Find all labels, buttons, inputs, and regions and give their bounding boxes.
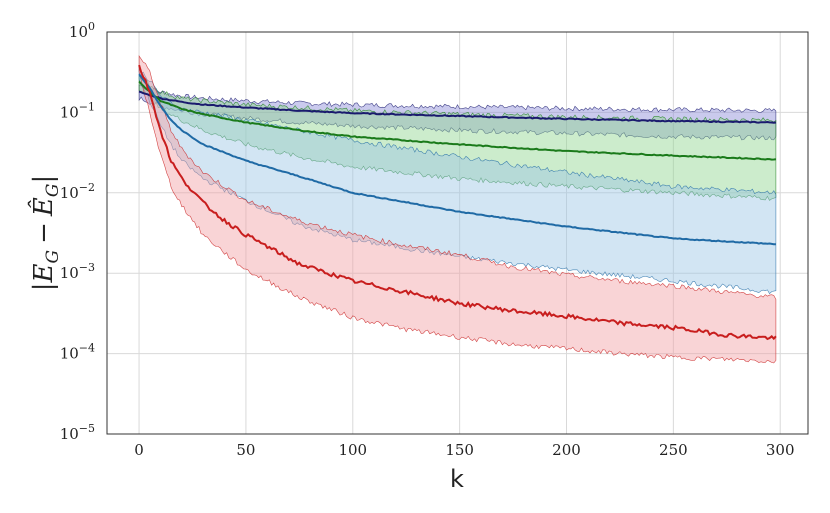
y-axis-label: |EG−ÊG| xyxy=(27,175,63,291)
ylabel-sub2: G xyxy=(43,184,63,198)
x-tick-label: 0 xyxy=(134,441,144,459)
series-lines xyxy=(138,64,777,341)
x-tick-label: 200 xyxy=(552,441,581,459)
x-tick-label: 150 xyxy=(445,441,474,459)
line-series-1 xyxy=(138,90,777,124)
x-tick-label: 100 xyxy=(338,441,367,459)
svg-text:|EG−ÊG|: |EG−ÊG| xyxy=(27,175,63,291)
line-series-4 xyxy=(138,64,777,341)
y-tick-label: 10−2 xyxy=(60,181,95,202)
ylabel-bar-right: | xyxy=(29,175,59,184)
ylabel-bar-left: | xyxy=(29,282,59,291)
plot-background xyxy=(107,32,808,434)
y-tick-label: 10−3 xyxy=(60,261,95,282)
y-tick-label: 10−5 xyxy=(60,422,95,443)
ylabel-minus: − xyxy=(29,222,59,244)
line-series-2 xyxy=(138,80,776,161)
y-tick-label: 10−4 xyxy=(60,342,95,363)
x-axis-label: k xyxy=(450,465,464,493)
line-series-3 xyxy=(138,73,776,246)
band-series-3 xyxy=(138,66,777,295)
x-tick-label: 300 xyxy=(766,441,795,459)
ylabel-e1: E xyxy=(29,263,59,283)
plot-frame xyxy=(106,31,809,435)
ylabel-e2: Ê xyxy=(27,197,59,217)
ylabel-sub1: G xyxy=(43,250,63,264)
y-tick-label: 10−1 xyxy=(60,100,95,121)
y-tick-label: 100 xyxy=(69,20,95,41)
x-tick-label: 250 xyxy=(659,441,688,459)
x-tick-label: 50 xyxy=(236,441,255,459)
confidence-bands xyxy=(138,55,777,364)
x-ticks: 0 50 100 150 200 250 300 xyxy=(134,441,794,459)
y-ticks: 100 10−1 10−2 10−3 10−4 10−5 xyxy=(60,20,95,443)
band-series-4 xyxy=(138,55,777,364)
